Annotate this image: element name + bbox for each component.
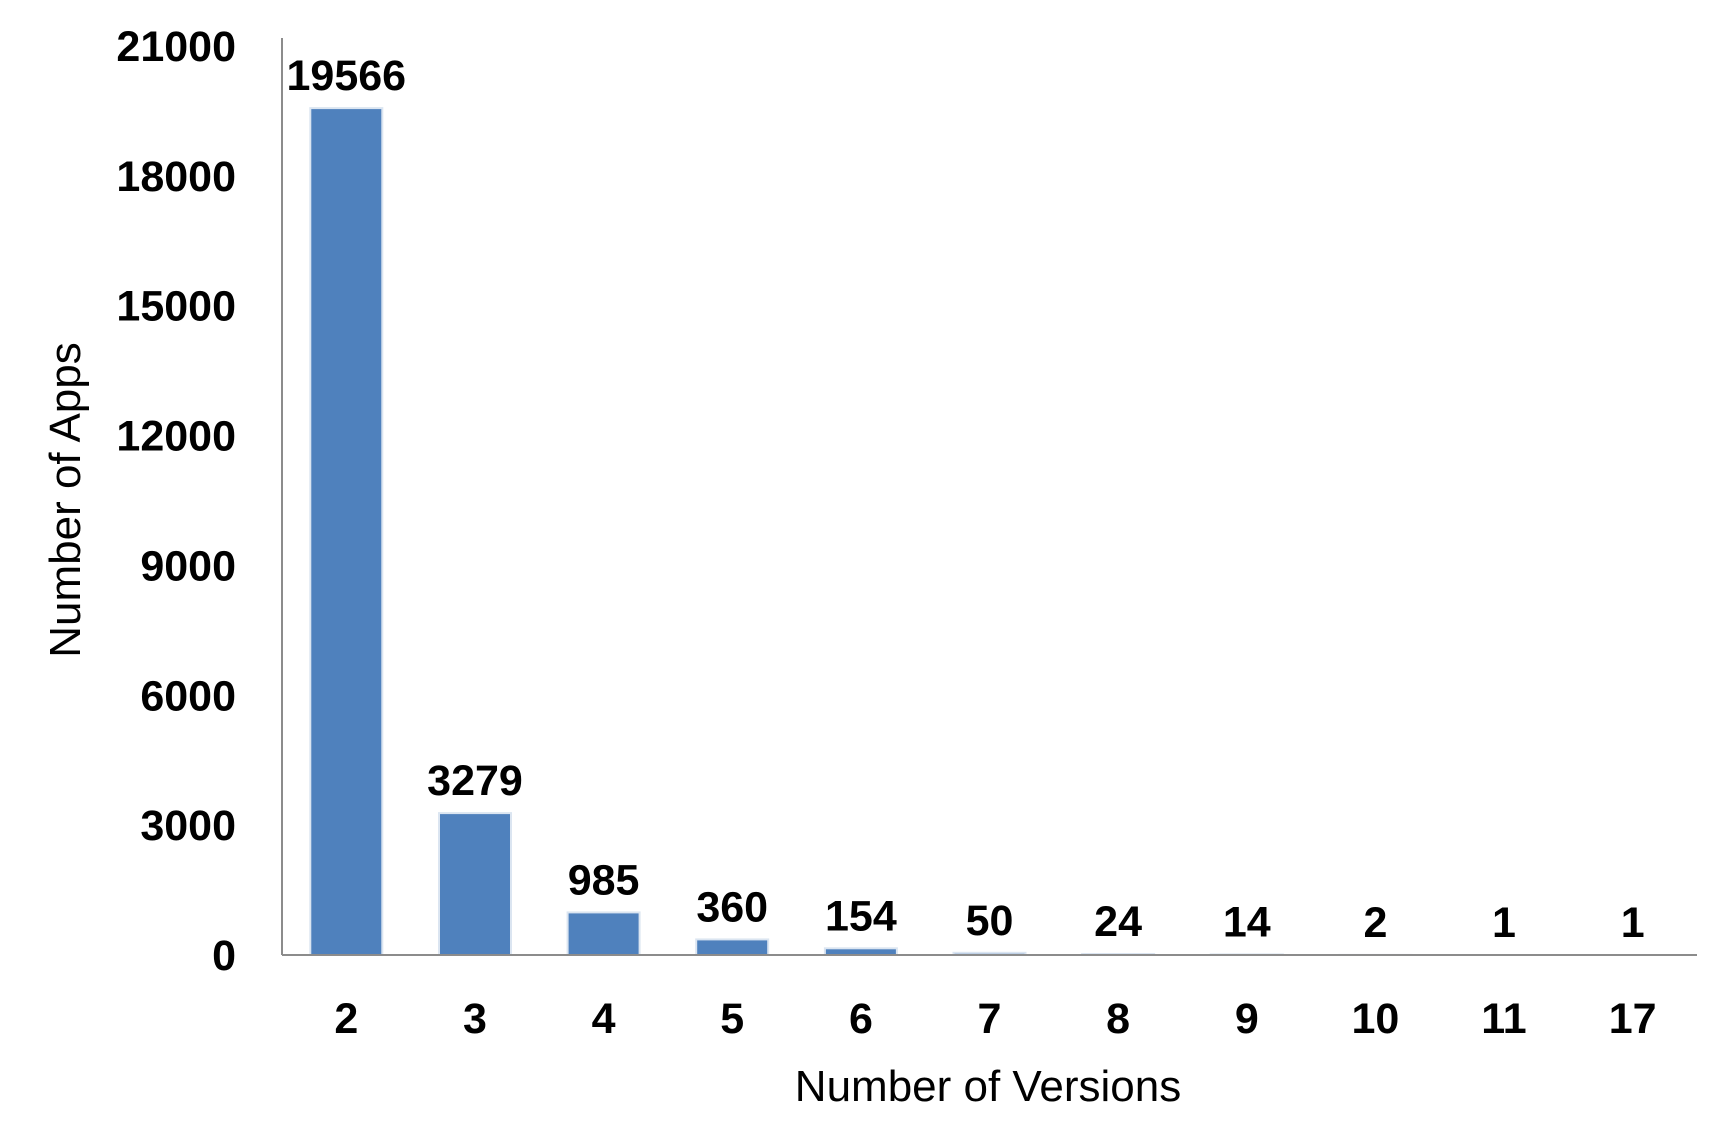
bars-group <box>309 107 1413 957</box>
data-label-7: 50 <box>966 897 1014 945</box>
data-label-2: 19566 <box>287 52 407 100</box>
y-axis-ticks: 0 3000 6000 9000 12000 15000 18000 21000 <box>116 23 236 980</box>
x-tick-label-7: 7 <box>978 995 1002 1043</box>
x-tick-label-5: 5 <box>720 995 744 1043</box>
data-label-4: 985 <box>568 856 640 904</box>
data-labels-group: 19566 3279 985 360 154 50 24 14 2 1 1 <box>287 52 1645 947</box>
bar-2 <box>309 107 384 957</box>
y-tick-label-21000: 21000 <box>116 23 236 71</box>
data-label-8: 24 <box>1094 898 1142 946</box>
data-label-10: 2 <box>1363 899 1387 947</box>
y-tick-label-9000: 9000 <box>140 542 236 590</box>
x-tick-label-6: 6 <box>849 995 873 1043</box>
x-tick-label-8: 8 <box>1106 995 1130 1043</box>
data-label-11: 1 <box>1492 899 1516 947</box>
data-label-3: 3279 <box>427 757 523 805</box>
y-tick-label-6000: 6000 <box>140 672 236 720</box>
y-tick-label-12000: 12000 <box>116 413 236 461</box>
bar-6 <box>823 947 898 956</box>
x-axis-ticks: 2 3 4 5 6 7 8 9 10 11 17 <box>334 995 1656 1043</box>
x-tick-label-4: 4 <box>592 995 616 1043</box>
y-tick-label-15000: 15000 <box>116 283 236 331</box>
x-tick-label-17: 17 <box>1609 995 1657 1043</box>
bar-3 <box>438 812 512 956</box>
bar-5 <box>695 938 770 957</box>
x-tick-label-10: 10 <box>1351 995 1399 1043</box>
x-axis-title: Number of Versions <box>795 1062 1181 1111</box>
y-tick-label-0: 0 <box>212 932 236 980</box>
y-axis-title: Number of Apps <box>41 342 90 658</box>
x-tick-label-2: 2 <box>334 995 358 1043</box>
data-label-5: 360 <box>696 883 768 931</box>
data-label-17: 1 <box>1621 899 1645 947</box>
y-tick-label-18000: 18000 <box>116 153 236 201</box>
x-tick-label-3: 3 <box>463 995 487 1043</box>
x-tick-label-11: 11 <box>1481 995 1526 1043</box>
data-label-9: 14 <box>1223 898 1271 946</box>
bar-4 <box>566 911 641 957</box>
x-tick-label-9: 9 <box>1235 995 1259 1043</box>
y-tick-label-3000: 3000 <box>140 802 236 850</box>
data-label-6: 154 <box>825 892 897 940</box>
